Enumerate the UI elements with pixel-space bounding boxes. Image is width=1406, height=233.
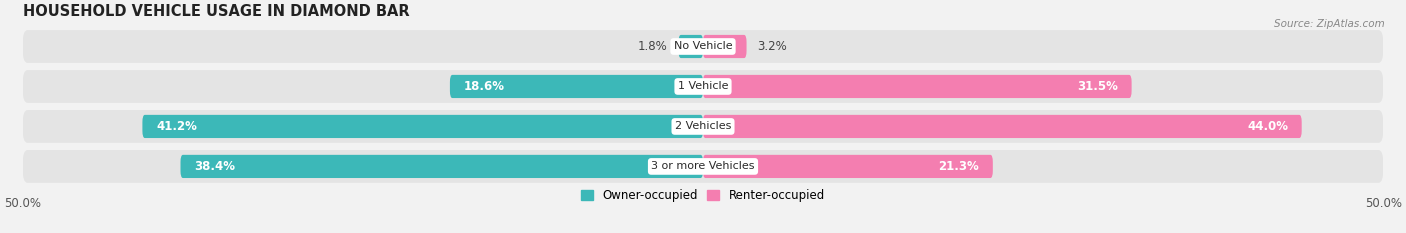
FancyBboxPatch shape [679,35,703,58]
FancyBboxPatch shape [22,110,1384,143]
Legend: Owner-occupied, Renter-occupied: Owner-occupied, Renter-occupied [581,189,825,202]
Text: 41.2%: 41.2% [156,120,197,133]
Text: 31.5%: 31.5% [1077,80,1118,93]
Text: 1.8%: 1.8% [638,40,668,53]
Text: 44.0%: 44.0% [1247,120,1288,133]
Text: No Vehicle: No Vehicle [673,41,733,51]
Text: 3 or more Vehicles: 3 or more Vehicles [651,161,755,171]
FancyBboxPatch shape [703,155,993,178]
FancyBboxPatch shape [180,155,703,178]
FancyBboxPatch shape [22,150,1384,183]
Text: 2 Vehicles: 2 Vehicles [675,121,731,131]
Text: Source: ZipAtlas.com: Source: ZipAtlas.com [1274,19,1385,29]
Text: HOUSEHOLD VEHICLE USAGE IN DIAMOND BAR: HOUSEHOLD VEHICLE USAGE IN DIAMOND BAR [22,4,409,19]
FancyBboxPatch shape [703,75,1132,98]
FancyBboxPatch shape [703,35,747,58]
Text: 21.3%: 21.3% [938,160,979,173]
Text: 1 Vehicle: 1 Vehicle [678,82,728,92]
Text: 18.6%: 18.6% [464,80,505,93]
Text: 3.2%: 3.2% [758,40,787,53]
FancyBboxPatch shape [703,115,1302,138]
FancyBboxPatch shape [450,75,703,98]
Text: 38.4%: 38.4% [194,160,235,173]
FancyBboxPatch shape [22,30,1384,63]
FancyBboxPatch shape [22,70,1384,103]
FancyBboxPatch shape [142,115,703,138]
